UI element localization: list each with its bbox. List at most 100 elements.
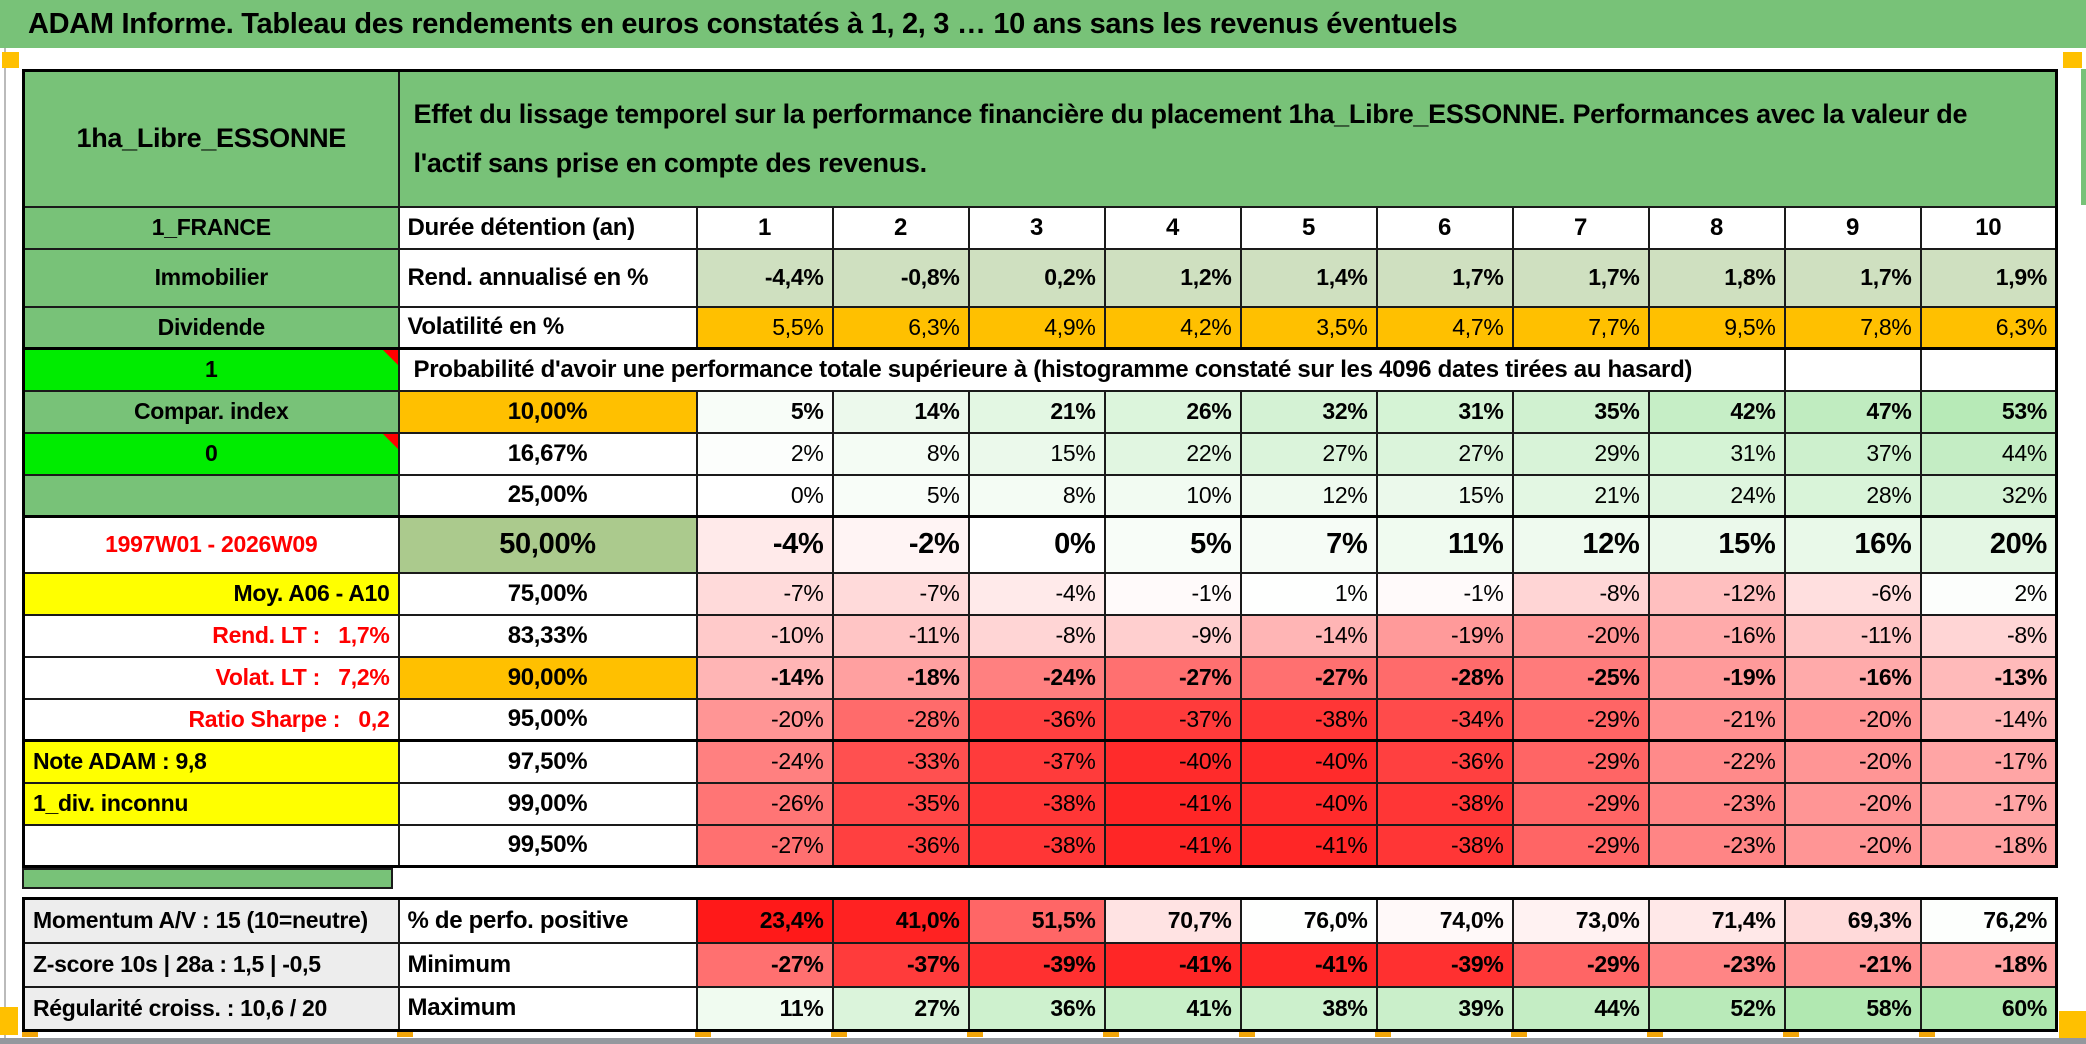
- value-cell[interactable]: 0%: [967, 515, 1106, 574]
- value-cell[interactable]: -18%: [831, 655, 970, 700]
- value-cell[interactable]: 32%: [1919, 473, 2058, 518]
- spacer-row-cell[interactable]: [22, 868, 393, 889]
- value-cell[interactable]: 21%: [1511, 473, 1650, 518]
- value-cell[interactable]: 1,7%: [1375, 247, 1514, 308]
- value-cell[interactable]: 0,2%: [967, 247, 1106, 308]
- value-cell[interactable]: -20%: [1783, 781, 1922, 826]
- value-cell[interactable]: 6,3%: [1919, 305, 2058, 350]
- value-cell[interactable]: -20%: [1783, 697, 1922, 742]
- value-cell[interactable]: -6%: [1783, 571, 1922, 616]
- value-cell[interactable]: 5%: [695, 389, 834, 434]
- value-cell[interactable]: -38%: [1375, 781, 1514, 826]
- value-cell[interactable]: -36%: [831, 823, 970, 868]
- value-cell[interactable]: -20%: [1783, 739, 1922, 784]
- value-cell[interactable]: -20%: [1783, 823, 1922, 868]
- value-cell[interactable]: -18%: [1919, 941, 2058, 988]
- value-cell[interactable]: -38%: [1375, 823, 1514, 868]
- value-cell[interactable]: 27%: [831, 985, 970, 1032]
- value-cell[interactable]: 44%: [1919, 431, 2058, 476]
- column-header-cell[interactable]: 9: [1783, 205, 1922, 250]
- value-cell[interactable]: 16%: [1783, 515, 1922, 574]
- value-cell[interactable]: -19%: [1647, 655, 1786, 700]
- value-cell[interactable]: -29%: [1511, 823, 1650, 868]
- value-cell[interactable]: -4%: [695, 515, 834, 574]
- value-cell[interactable]: 42%: [1647, 389, 1786, 434]
- value-cell[interactable]: 9,5%: [1647, 305, 1786, 350]
- value-cell[interactable]: 1,9%: [1919, 247, 2058, 308]
- value-cell[interactable]: -35%: [831, 781, 970, 826]
- sidebar-cell[interactable]: Moy. A06 - A10: [22, 571, 400, 616]
- value-cell[interactable]: -39%: [967, 941, 1106, 988]
- value-cell[interactable]: 31%: [1375, 389, 1514, 434]
- column-header-cell[interactable]: 1: [695, 205, 834, 250]
- summary-sidebar-cell[interactable]: Momentum A/V : 15 (10=neutre): [22, 897, 400, 944]
- value-cell[interactable]: 36%: [967, 985, 1106, 1032]
- value-cell[interactable]: -12%: [1647, 571, 1786, 616]
- value-cell[interactable]: -24%: [695, 739, 834, 784]
- sidebar-cell[interactable]: Rend. LT : 1,7%: [22, 613, 400, 658]
- value-cell[interactable]: 8%: [967, 473, 1106, 518]
- value-cell[interactable]: 31%: [1647, 431, 1786, 476]
- probability-note-cell[interactable]: Probabilité d'avoir une performance tota…: [397, 347, 1786, 392]
- value-cell[interactable]: 35%: [1511, 389, 1650, 434]
- value-cell[interactable]: -28%: [831, 697, 970, 742]
- value-cell[interactable]: 1,7%: [1783, 247, 1922, 308]
- value-cell[interactable]: -18%: [1919, 823, 2058, 868]
- column-header-cell[interactable]: 2: [831, 205, 970, 250]
- value-cell[interactable]: 71,4%: [1647, 897, 1786, 944]
- sidebar-cell[interactable]: [22, 823, 400, 868]
- value-cell[interactable]: 27%: [1375, 431, 1514, 476]
- value-cell[interactable]: 76,2%: [1919, 897, 2058, 944]
- value-cell[interactable]: -25%: [1511, 655, 1650, 700]
- value-cell[interactable]: -41%: [1103, 781, 1242, 826]
- value-cell[interactable]: 3,5%: [1239, 305, 1378, 350]
- value-cell[interactable]: 12%: [1511, 515, 1650, 574]
- value-cell[interactable]: -22%: [1647, 739, 1786, 784]
- value-cell[interactable]: -36%: [1375, 739, 1514, 784]
- value-cell[interactable]: -21%: [1647, 697, 1786, 742]
- value-cell[interactable]: -21%: [1783, 941, 1922, 988]
- value-cell[interactable]: 20%: [1919, 515, 2058, 574]
- sidebar-cell[interactable]: Ratio Sharpe : 0,2: [22, 697, 400, 742]
- value-cell[interactable]: 52%: [1647, 985, 1786, 1032]
- value-cell[interactable]: -14%: [1919, 697, 2058, 742]
- value-cell[interactable]: 32%: [1239, 389, 1378, 434]
- value-cell[interactable]: -37%: [1103, 697, 1242, 742]
- sheet-title-bar[interactable]: ADAM Informe. Tableau des rendements en …: [0, 0, 2086, 48]
- summary-sidebar-cell[interactable]: Z-score 10s | 28a : 1,5 | -0,5: [22, 941, 400, 988]
- sidebar-cell[interactable]: Immobilier: [22, 247, 400, 308]
- value-cell[interactable]: -23%: [1647, 941, 1786, 988]
- value-cell[interactable]: -20%: [695, 697, 834, 742]
- value-cell[interactable]: -23%: [1647, 823, 1786, 868]
- metric-label-cell[interactable]: Volatilité en %: [397, 305, 698, 350]
- percentile-cell[interactable]: 99,50%: [397, 823, 698, 868]
- sidebar-cell[interactable]: 1_FRANCE: [22, 205, 400, 250]
- value-cell[interactable]: 1,2%: [1103, 247, 1242, 308]
- sidebar-cell[interactable]: 1: [22, 347, 400, 392]
- value-cell[interactable]: 73,0%: [1511, 897, 1650, 944]
- value-cell[interactable]: 10%: [1103, 473, 1242, 518]
- value-cell[interactable]: -41%: [1239, 941, 1378, 988]
- value-cell[interactable]: -29%: [1511, 781, 1650, 826]
- value-cell[interactable]: 1,7%: [1511, 247, 1650, 308]
- sidebar-cell[interactable]: 1997W01 - 2026W09: [22, 515, 400, 574]
- column-header-cell[interactable]: 7: [1511, 205, 1650, 250]
- value-cell[interactable]: 11%: [695, 985, 834, 1032]
- value-cell[interactable]: -0,8%: [831, 247, 970, 308]
- value-cell[interactable]: 7,8%: [1783, 305, 1922, 350]
- value-cell[interactable]: -13%: [1919, 655, 2058, 700]
- percentile-cell[interactable]: 25,00%: [397, 473, 698, 518]
- value-cell[interactable]: -27%: [1239, 655, 1378, 700]
- sidebar-cell[interactable]: [22, 473, 400, 518]
- value-cell[interactable]: -40%: [1103, 739, 1242, 784]
- value-cell[interactable]: 58%: [1783, 985, 1922, 1032]
- value-cell[interactable]: 41,0%: [831, 897, 970, 944]
- value-cell[interactable]: -1%: [1375, 571, 1514, 616]
- value-cell[interactable]: -23%: [1647, 781, 1786, 826]
- value-cell[interactable]: -38%: [1239, 697, 1378, 742]
- value-cell[interactable]: -39%: [1375, 941, 1514, 988]
- value-cell[interactable]: -36%: [967, 697, 1106, 742]
- value-cell[interactable]: -40%: [1239, 781, 1378, 826]
- value-cell[interactable]: -38%: [967, 823, 1106, 868]
- value-cell[interactable]: -41%: [1103, 823, 1242, 868]
